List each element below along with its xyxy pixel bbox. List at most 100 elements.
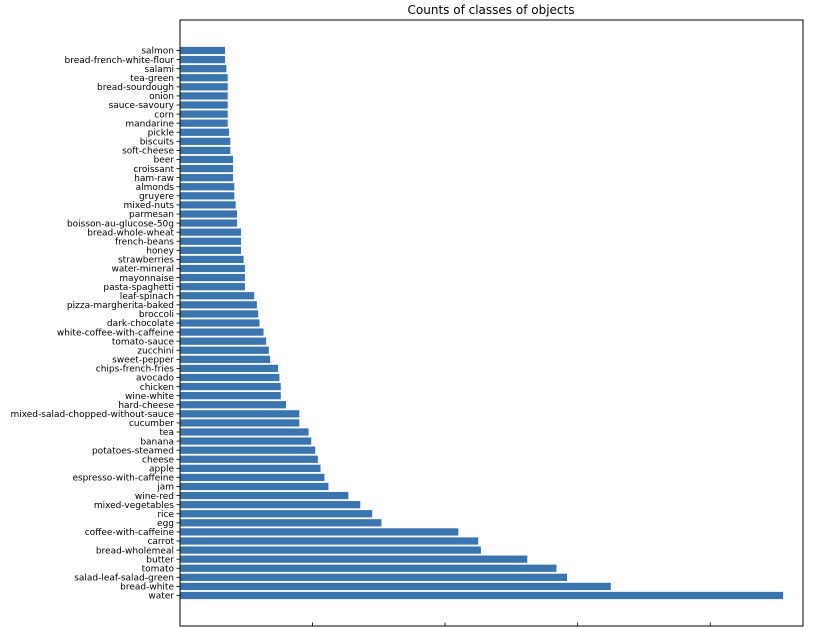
y-tick-label: tea-green — [130, 74, 174, 84]
bar-tomato-sauce — [180, 337, 267, 345]
bar-carrot — [180, 537, 479, 545]
bar-gruyere — [180, 192, 235, 200]
y-tick-label: mixed-vegetables — [94, 501, 174, 511]
y-tick-label: pizza-margherita-baked — [67, 301, 174, 311]
y-tick-label: cucumber — [129, 419, 174, 429]
bar-ham-raw — [180, 174, 234, 182]
bar-croissant — [180, 164, 234, 173]
bar-salmon — [180, 46, 226, 55]
bar-mixed-nuts — [180, 201, 236, 209]
bar-bread-white — [180, 582, 611, 591]
bar-parmesan — [180, 210, 237, 218]
y-tick-label: white-coffee-with-caffeine — [57, 328, 175, 338]
y-tick-label: corn — [154, 110, 174, 120]
y-tick-label: dark-chocolate — [107, 319, 175, 329]
y-tick-label: bread-wholemeal — [96, 546, 174, 556]
y-tick-label: water-mineral — [111, 265, 174, 275]
y-tick-label: french-beans — [115, 237, 174, 247]
bar-wine-white — [180, 392, 281, 400]
bar-water — [180, 591, 784, 600]
bar-white-coffee-with-caffeine — [180, 328, 264, 336]
bar-honey — [180, 246, 241, 254]
y-tick-label: ham-raw — [134, 174, 174, 184]
bar-broccoli — [180, 310, 259, 318]
bar-bread-wholemeal — [180, 546, 481, 554]
bar-dark-chocolate — [180, 319, 260, 327]
bar-leaf-spinach — [180, 292, 255, 300]
y-tick-label: biscuits — [140, 138, 175, 148]
bar-corn — [180, 110, 228, 118]
y-tick-label: jam — [156, 483, 174, 493]
bar-wine-red — [180, 491, 349, 500]
y-tick-label: bread-white — [120, 583, 174, 593]
bar-avocado — [180, 373, 280, 382]
bar-butter — [180, 555, 528, 563]
y-tick-label: egg — [157, 519, 174, 529]
y-tick-marks — [176, 50, 180, 596]
y-tick-label: cheese — [142, 455, 174, 465]
bar-zucchini — [180, 346, 269, 354]
y-tick-label: potatoes-steamed — [92, 446, 174, 456]
y-tick-label: boisson-au-glucose-50g — [67, 219, 174, 229]
y-tick-label: tomato-sauce — [112, 337, 175, 347]
bar-almonds — [180, 183, 235, 191]
y-tick-label: salami — [145, 65, 175, 75]
bar-soft-cheese — [180, 146, 231, 155]
bar-bread-sourdough — [180, 83, 228, 91]
bar-tea-green — [180, 74, 228, 82]
y-tick-label: soft-cheese — [122, 147, 174, 157]
bar-boisson-au-glucose-50g — [180, 219, 237, 227]
bar-tomato — [180, 564, 557, 572]
bar-chicken — [180, 382, 281, 391]
bar-mixed-vegetables — [180, 501, 361, 509]
y-tick-label: onion — [149, 92, 174, 102]
y-tick-label: bread-whole-wheat — [87, 228, 174, 238]
bar-salad-leaf-salad-green — [180, 573, 568, 581]
bar-tea — [180, 428, 309, 436]
y-tick-label: sweet-pepper — [112, 356, 174, 366]
bar-hard-cheese — [180, 401, 287, 409]
bar-pizza-margherita-baked — [180, 301, 257, 309]
bar-french-beans — [180, 237, 241, 245]
y-tick-label: chips-french-fries — [96, 365, 175, 375]
y-tick-label: bread-sourdough — [97, 83, 174, 93]
bar-mayonnaise — [180, 273, 245, 282]
y-tick-label: wine-white — [125, 392, 174, 402]
bar-banana — [180, 437, 312, 445]
y-tick-label: strawberries — [118, 256, 174, 266]
y-tick-label: pickle — [148, 128, 175, 138]
y-tick-label: mayonnaise — [119, 274, 174, 284]
y-tick-label: avocado — [136, 374, 175, 384]
bar-mixed-salad-chopped-without-sauce — [180, 410, 300, 418]
y-tick-label: mixed-salad-chopped-without-sauce — [10, 410, 174, 420]
y-tick-label: butter — [146, 555, 174, 565]
bar-mandarine — [180, 119, 228, 127]
y-tick-label: water — [148, 592, 174, 602]
bar-sweet-pepper — [180, 355, 271, 363]
y-tick-label: salmon — [141, 47, 174, 57]
bar-pasta-spaghetti — [180, 283, 245, 291]
bar-sauce-savoury — [180, 101, 228, 109]
bar-cucumber — [180, 419, 300, 427]
bar-salami — [180, 65, 227, 73]
bar-apple — [180, 464, 321, 472]
bar-chips-french-fries — [180, 364, 279, 373]
bar-rice — [180, 510, 373, 518]
y-tick-label: mandarine — [125, 119, 174, 129]
y-tick-label: espresso-with-caffeine — [72, 474, 174, 484]
y-tick-label: wine-red — [135, 492, 174, 502]
y-tick-label: croissant — [133, 165, 174, 175]
y-tick-label: mixed-nuts — [124, 201, 175, 211]
bar-bread-french-white-flour — [180, 55, 226, 64]
bar-beer — [180, 155, 234, 164]
y-tick-label: chicken — [140, 383, 174, 393]
bar-espresso-with-caffeine — [180, 473, 325, 482]
y-tick-label: beer — [154, 156, 175, 166]
y-tick-labels: waterbread-whitesalad-leaf-salad-greento… — [10, 47, 174, 602]
bar-coffee-with-caffeine — [180, 528, 459, 536]
bar-biscuits — [180, 137, 231, 145]
y-tick-label: parmesan — [129, 210, 174, 220]
y-tick-label: honey — [146, 247, 174, 257]
bar-bread-whole-wheat — [180, 228, 241, 236]
bar-onion — [180, 92, 228, 100]
